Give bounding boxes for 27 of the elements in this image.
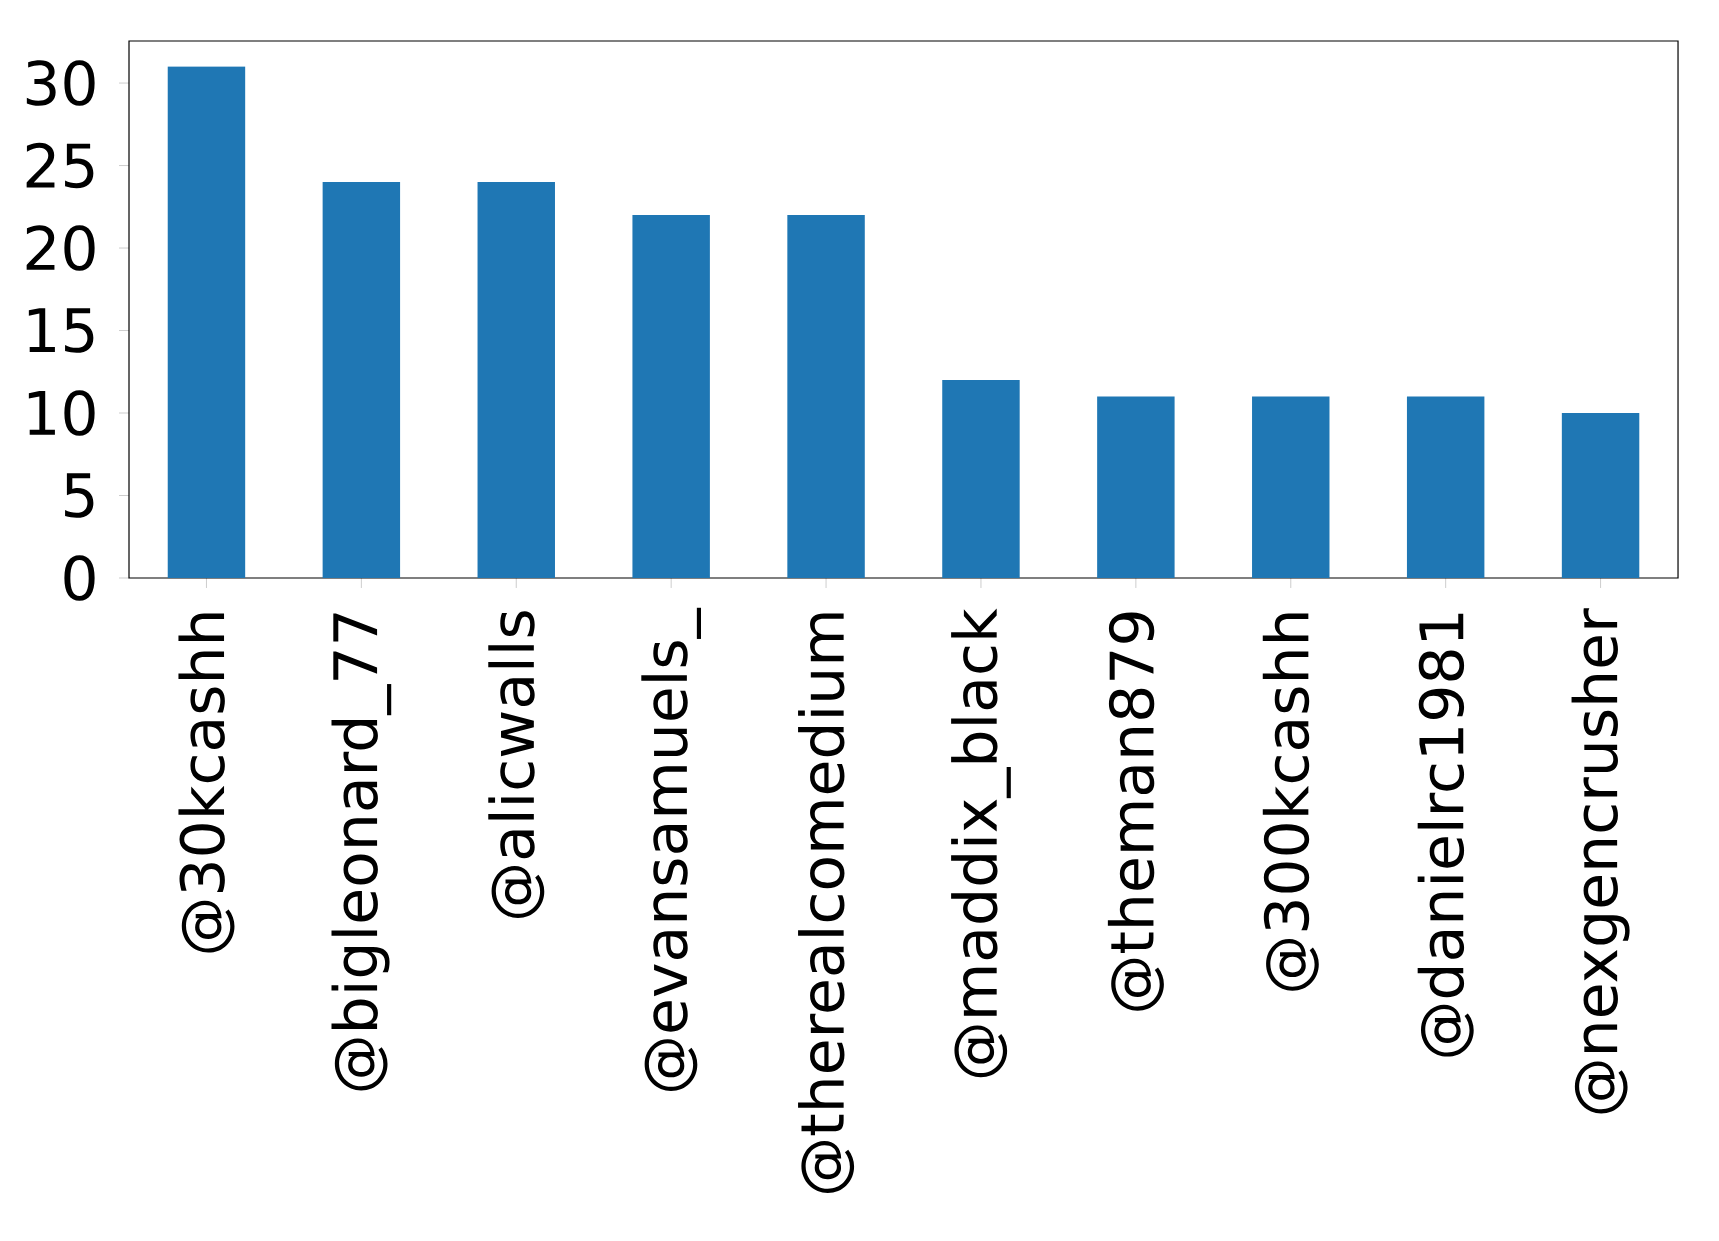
x-tick-label: @maddix_black: [951, 608, 1011, 1078]
bar: [787, 215, 865, 578]
y-tick-label: 5: [65, 473, 94, 518]
bar: [1097, 396, 1175, 578]
y-tick-label: 20: [26, 225, 95, 271]
x-tick-label: @30kcashh: [178, 613, 235, 953]
x-tick-label: @nexgencrusher: [1571, 608, 1630, 1114]
bar: [1406, 396, 1485, 578]
x-tick-label: @alicwalls: [488, 611, 545, 918]
bar: [167, 66, 246, 578]
y-tick-label: 25: [26, 142, 94, 189]
bar: [322, 182, 401, 578]
y-tick-label: 0: [64, 555, 95, 601]
bar: [1561, 413, 1640, 578]
x-tick-label: @therealcomedium: [798, 613, 855, 1193]
y-tick-label: 10: [28, 390, 95, 436]
bar: [1252, 396, 1330, 578]
y-tick-label: 30: [26, 60, 95, 106]
x-tick-label: @bigleonard_77: [331, 613, 392, 1091]
x-tick-label: @300kcashh: [1262, 613, 1319, 991]
x-tick-label: @danielrc1981: [1417, 613, 1474, 1057]
bar: [632, 215, 710, 578]
y-tick-label: 15: [28, 308, 94, 353]
bar: [477, 182, 555, 578]
x-tick-label: @theman879: [1107, 612, 1164, 1011]
bar: [942, 380, 1020, 578]
x-tick-label: @evansamuels_: [641, 607, 702, 1091]
